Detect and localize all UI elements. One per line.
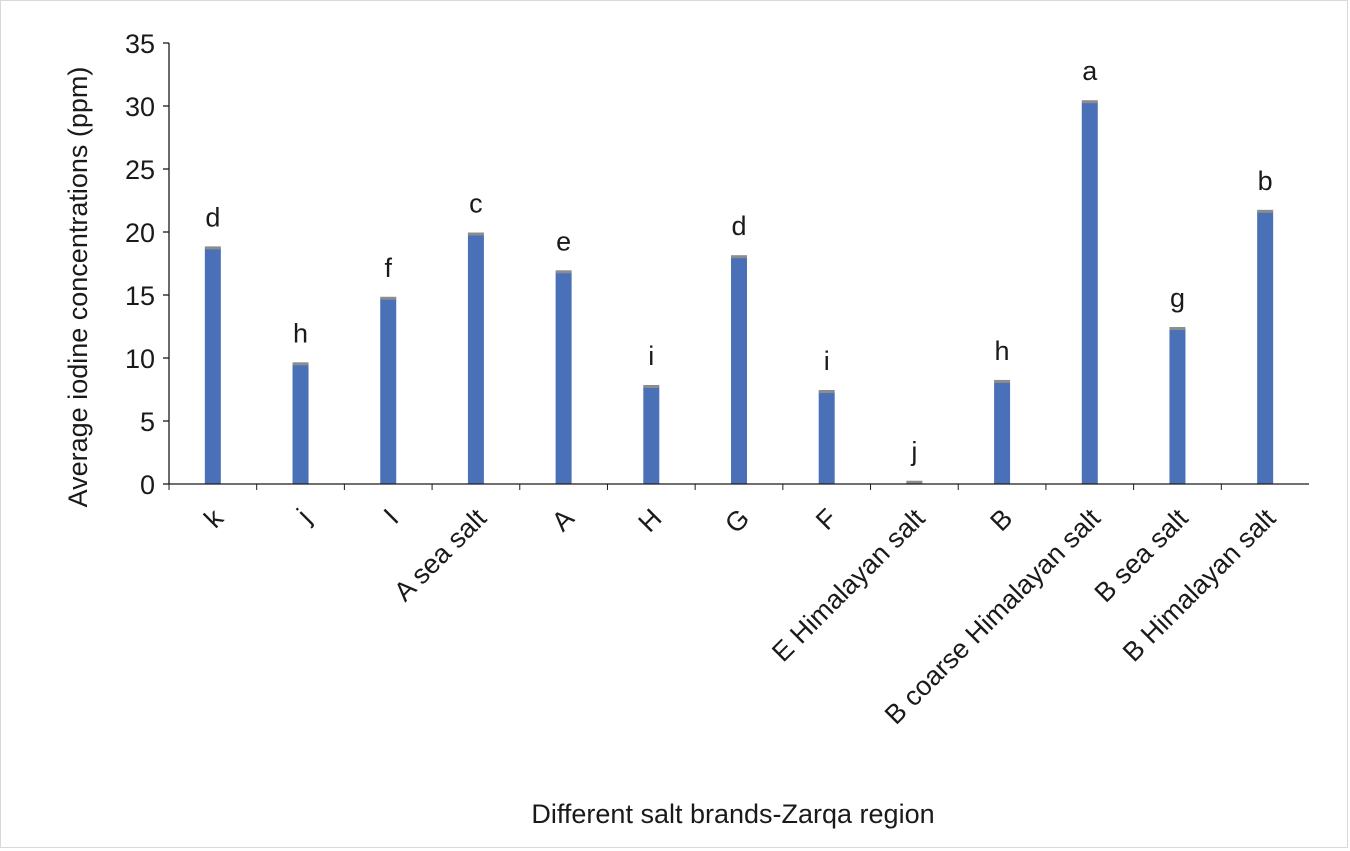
significance-letter: h xyxy=(995,336,1010,366)
y-tick-label: 30 xyxy=(125,92,155,122)
x-tick-label: B Himalayan salt xyxy=(1117,503,1282,668)
error-cap xyxy=(555,270,572,274)
significance-letter: g xyxy=(1170,283,1185,313)
significance-letter: f xyxy=(384,253,392,283)
significance-letter: a xyxy=(1082,56,1098,86)
y-tick-label: 25 xyxy=(125,155,155,185)
x-axis: k j IA sea salt A H G FE Himalayan salt BB coar… xyxy=(168,483,1309,730)
bar xyxy=(643,386,660,484)
bars-layer xyxy=(204,100,1274,484)
error-cap xyxy=(467,232,484,236)
bar xyxy=(1081,102,1098,484)
significance-letter: i xyxy=(824,346,830,376)
error-cap xyxy=(906,480,923,484)
error-cap xyxy=(643,384,660,388)
x-tick-label: B xyxy=(984,503,1018,537)
x-axis-title: Different salt brands-Zarqa region xyxy=(531,799,934,829)
x-tick-label: H xyxy=(633,503,668,538)
y-tick-label: 5 xyxy=(140,407,155,437)
bar xyxy=(1257,211,1274,484)
x-tick-label: F xyxy=(810,503,843,536)
x-tick-label: I xyxy=(378,503,405,530)
error-cap xyxy=(994,379,1011,383)
significance-letter: i xyxy=(648,341,654,371)
significance-letter: c xyxy=(469,189,483,219)
error-cap xyxy=(818,390,835,394)
bar xyxy=(467,234,484,484)
bar xyxy=(204,248,221,484)
bar xyxy=(292,364,309,484)
significance-letter: d xyxy=(731,211,746,241)
error-cap xyxy=(292,362,309,366)
x-tick-label: A sea salt xyxy=(388,503,492,607)
error-cap xyxy=(1257,209,1274,213)
x-tick-label: k xyxy=(198,503,229,534)
y-tick-label: 35 xyxy=(125,29,155,59)
y-axis-title: Average iodine concentrations (ppm) xyxy=(63,67,93,508)
significance-labels-layer: d h f c e i d i j h a g b xyxy=(205,56,1272,467)
bar xyxy=(1169,329,1186,484)
x-tick-label: G xyxy=(719,503,755,539)
x-tick-label: j xyxy=(291,503,317,529)
error-cap xyxy=(380,296,397,300)
error-cap xyxy=(204,246,221,250)
error-cap xyxy=(731,255,747,259)
significance-letter: j xyxy=(910,437,917,467)
y-tick-label: 20 xyxy=(125,218,155,248)
error-cap xyxy=(1081,100,1098,104)
y-tick-label: 10 xyxy=(125,344,155,374)
bar xyxy=(994,381,1011,484)
bar xyxy=(555,272,572,484)
bar xyxy=(731,257,747,484)
bar xyxy=(380,298,397,484)
significance-letter: h xyxy=(293,318,308,348)
error-cap xyxy=(1169,327,1186,331)
significance-letter: d xyxy=(205,202,220,232)
significance-letter: b xyxy=(1258,166,1273,196)
x-tick-label: A xyxy=(546,503,580,537)
y-tick-label: 0 xyxy=(140,470,155,500)
x-tick-label: E Himalayan salt xyxy=(766,503,931,668)
bar xyxy=(818,392,835,484)
y-axis: 0 5 10 15 20 25 30 35 xyxy=(125,29,170,500)
significance-letter: e xyxy=(556,226,571,256)
y-tick-label: 15 xyxy=(125,281,155,311)
